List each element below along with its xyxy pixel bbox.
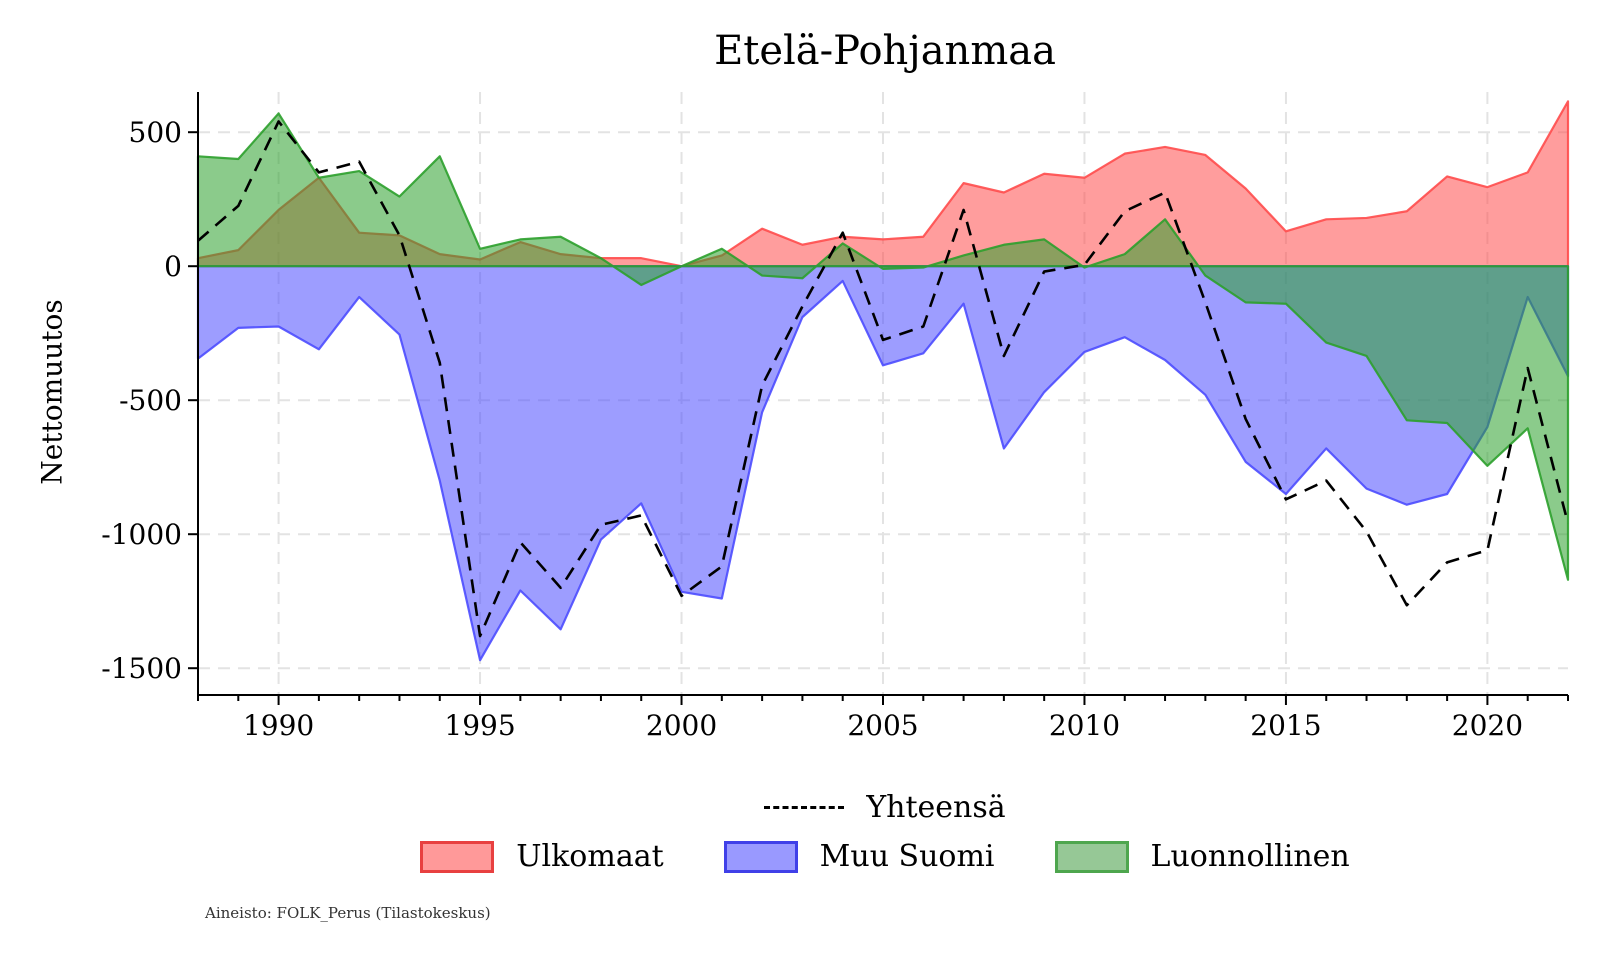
- legend-swatch-ulkomaat: [420, 840, 495, 873]
- area-muu-suomi: [196, 265, 1570, 662]
- area-luonnollinen: [196, 112, 1570, 581]
- legend-swatch-muu-suomi: [723, 840, 798, 873]
- y-tick-label--1000: -1000: [101, 518, 182, 551]
- x-tick-label-2005: 2005: [847, 709, 918, 742]
- legend-label-yhteensa: Yhteensä: [866, 790, 1006, 825]
- y-tick-label-500: 500: [129, 116, 182, 149]
- chart-title: Etelä-Pohjanmaa: [714, 28, 1056, 74]
- legend-label-ulkomaat: Ulkomaat: [516, 839, 664, 874]
- legend-row-line: Yhteensä: [0, 790, 1600, 825]
- axes: 1990 1995 2000 2005 2010 2015 2020 500 0 -500 -100…: [101, 92, 1569, 742]
- source-note: Aineisto: FOLK_Perus (Tilastokeskus): [205, 904, 491, 922]
- area-series: [196, 100, 1570, 662]
- y-tick-label--500: -500: [119, 384, 182, 417]
- y-axis-label: Nettomuutos: [35, 299, 69, 485]
- legend-dash-icon: [764, 806, 845, 809]
- legend-item-luonnollinen: Luonnollinen: [1054, 839, 1350, 874]
- x-tick-label-2020: 2020: [1452, 709, 1523, 742]
- x-tick-label-1990: 1990: [243, 709, 314, 742]
- x-tick-label-2000: 2000: [646, 709, 717, 742]
- y-tick-label--1500: -1500: [101, 652, 182, 685]
- x-tick-label-2015: 2015: [1250, 709, 1321, 742]
- legend: Yhteensä Ulkomaat Muu Suomi Luonnollinen: [0, 790, 1600, 874]
- legend-row-areas: Ulkomaat Muu Suomi Luonnollinen: [0, 839, 1600, 874]
- y-tick-label-0: 0: [164, 250, 182, 283]
- legend-item-muu-suomi: Muu Suomi: [723, 839, 995, 874]
- x-tick-label-1995: 1995: [444, 709, 515, 742]
- legend-swatch-luonnollinen: [1054, 840, 1129, 873]
- line-series: [197, 120, 1570, 638]
- legend-label-luonnollinen: Luonnollinen: [1150, 839, 1350, 874]
- legend-item-ulkomaat: Ulkomaat: [420, 839, 664, 874]
- legend-label-muu-suomi: Muu Suomi: [819, 839, 995, 874]
- x-tick-label-2010: 2010: [1049, 709, 1120, 742]
- legend-item-yhteensa: Yhteensä: [764, 790, 1006, 825]
